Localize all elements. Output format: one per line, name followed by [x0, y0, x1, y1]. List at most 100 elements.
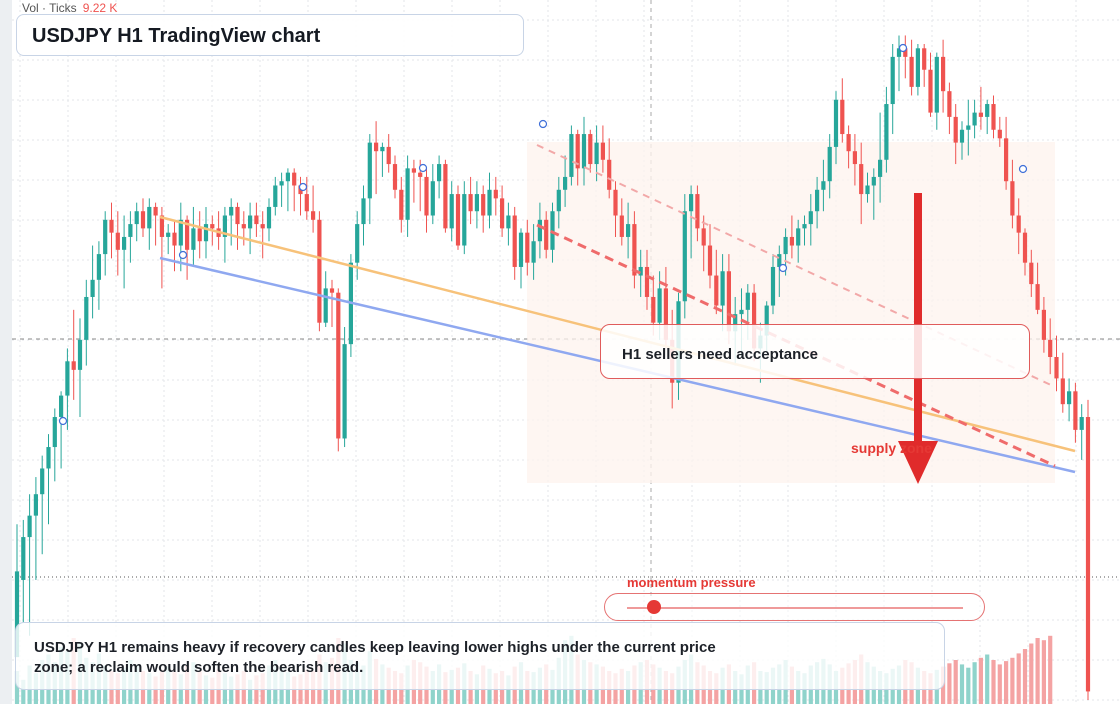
supply-zone-area: [527, 142, 1055, 483]
candle-body: [619, 215, 624, 237]
supply-zone: [527, 142, 1055, 483]
candle-body: [745, 292, 750, 310]
candle-body: [399, 189, 404, 220]
candle-body: [46, 447, 51, 469]
candle-body: [342, 344, 347, 439]
candle-body: [714, 275, 719, 306]
candle-body: [972, 112, 977, 126]
candle-body: [764, 305, 769, 336]
candle-body: [802, 224, 807, 229]
candle-body: [84, 296, 89, 340]
candle-body: [487, 189, 492, 216]
candle-body: [607, 159, 612, 190]
candle-body: [581, 134, 587, 169]
candle-body: [947, 91, 952, 117]
candle-body: [1054, 357, 1059, 379]
candle-body: [449, 194, 454, 229]
candle-body: [1073, 391, 1078, 430]
momentum-label: momentum pressure: [627, 575, 756, 590]
pivot-marker: [298, 182, 308, 192]
candle-body: [1010, 181, 1015, 216]
candle-body: [915, 48, 920, 87]
pivot-marker: [1018, 164, 1028, 174]
pivot-marker: [778, 263, 788, 273]
candle-body: [386, 146, 391, 165]
candle-body: [1004, 138, 1009, 182]
candle-body: [90, 279, 95, 297]
candle-body: [701, 228, 706, 246]
candle-body: [657, 288, 662, 323]
candle-body: [210, 224, 215, 229]
candle-body: [651, 296, 656, 323]
callout-text: H1 sellers need acceptance: [622, 346, 818, 363]
candle-body: [134, 211, 139, 225]
candle-body: [292, 172, 297, 186]
candle-body: [588, 134, 593, 165]
candle-body: [632, 224, 637, 276]
candle-body: [789, 236, 794, 246]
candle-body: [796, 228, 801, 246]
candle-body: [556, 189, 561, 212]
candle-body: [392, 164, 398, 190]
candle-body: [462, 194, 467, 246]
candle-body: [474, 194, 479, 212]
candle-body: [959, 129, 965, 143]
candle-body: [323, 288, 328, 323]
candle-body: [966, 125, 971, 130]
candle-body: [1016, 215, 1021, 233]
momentum-knob[interactable]: [646, 600, 661, 614]
volume-bar: [153, 676, 158, 704]
candle-body: [285, 172, 290, 182]
candle-body: [443, 164, 448, 229]
candle-body: [833, 99, 839, 147]
candle-body: [222, 215, 227, 237]
volume-bar: [1041, 640, 1046, 704]
candle-body: [594, 142, 599, 165]
pivot-marker: [178, 250, 188, 260]
candle-body: [783, 236, 788, 255]
candle-body: [235, 206, 240, 225]
candle-body: [878, 159, 883, 177]
candle-body: [613, 189, 618, 216]
candle-body: [544, 219, 549, 250]
candle-body: [166, 232, 171, 237]
candle-body: [537, 219, 542, 242]
candle-body: [1079, 417, 1084, 430]
analysis-note-box: USDJPY H1 remains heavy if recovery cand…: [15, 622, 945, 690]
candle-body: [922, 48, 927, 70]
volume-bar: [1016, 653, 1021, 704]
candle-body: [871, 176, 876, 186]
candle-body: [644, 266, 650, 297]
candle-body: [273, 185, 278, 207]
candle-body: [550, 211, 555, 250]
candle-body: [65, 361, 70, 396]
candle-body: [27, 515, 32, 538]
candle-body: [1029, 262, 1034, 285]
candle-body: [563, 176, 568, 190]
candle-body: [405, 168, 410, 220]
candle-body: [752, 292, 757, 349]
candle-body: [254, 215, 259, 225]
candle-body: [500, 198, 505, 229]
volume-bar: [210, 677, 215, 704]
candle-body: [909, 56, 914, 87]
volume-bar: [953, 660, 958, 704]
volume-bar: [947, 663, 952, 704]
candle-body: [1041, 309, 1046, 340]
candle-body: [518, 232, 524, 267]
momentum-slider[interactable]: [604, 593, 985, 621]
candle-body: [96, 254, 101, 280]
candle-body: [707, 245, 713, 276]
candle-body: [109, 219, 114, 233]
candle-body: [355, 224, 360, 263]
candle-body: [266, 206, 272, 229]
candle-body: [241, 224, 246, 229]
candle-body: [506, 215, 511, 229]
candle-body: [77, 339, 83, 370]
chart-title-box: USDJPY H1 TradingView chart: [16, 14, 524, 56]
volume-bar: [1035, 638, 1040, 704]
candle-body: [953, 116, 958, 143]
arrow-shaft: [914, 193, 922, 443]
candle-body: [695, 194, 700, 229]
